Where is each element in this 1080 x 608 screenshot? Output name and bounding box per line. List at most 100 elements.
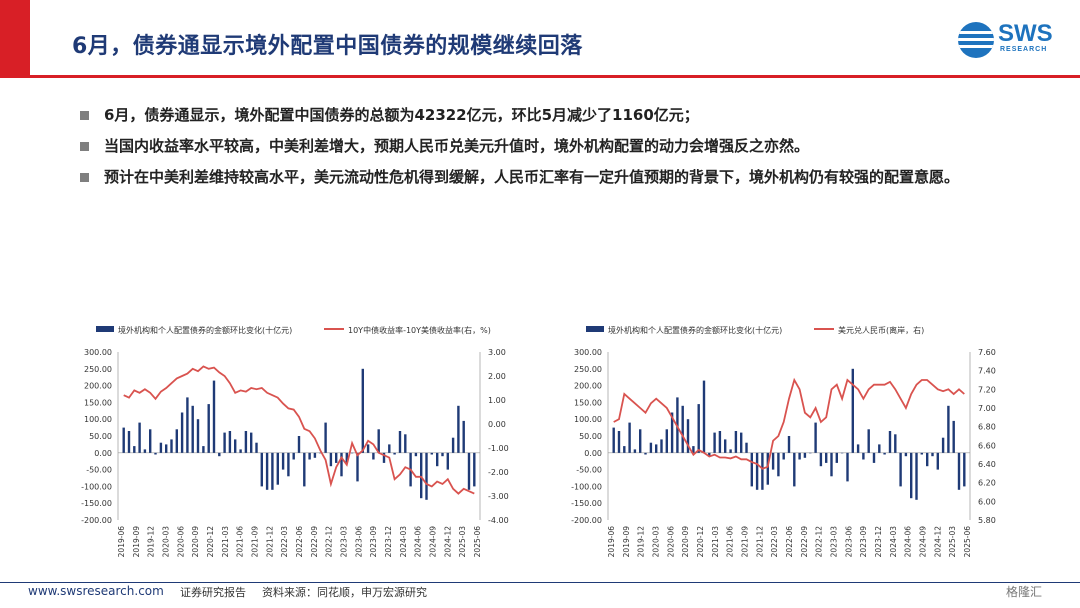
- bar: [308, 452, 311, 460]
- y-tick-label: 250.00: [574, 365, 602, 374]
- bar: [292, 452, 295, 460]
- y2-tick-label: -4.00: [488, 516, 509, 525]
- x-tick-label: 2021-12: [755, 526, 764, 558]
- bar: [228, 431, 232, 453]
- bar: [803, 452, 807, 458]
- bar: [175, 429, 178, 453]
- bar: [612, 427, 615, 453]
- bar: [180, 412, 184, 453]
- bar: [451, 437, 455, 453]
- x-tick-label: 2023-03: [340, 526, 349, 558]
- bar: [297, 436, 301, 453]
- logo-subtext: RESEARCH: [1000, 46, 1048, 53]
- bar: [692, 446, 695, 453]
- bar: [782, 452, 785, 460]
- bar: [388, 444, 391, 453]
- bar: [473, 452, 476, 487]
- bar: [952, 420, 955, 453]
- bar: [920, 452, 923, 455]
- bar: [947, 405, 950, 453]
- bar: [202, 446, 205, 453]
- y-tick-label: 50.00: [579, 432, 602, 441]
- footer-note: 证券研究报告: [180, 586, 246, 599]
- bar: [718, 431, 722, 453]
- y-tick-label: -50.00: [86, 466, 112, 475]
- bar: [825, 452, 828, 463]
- x-tick-label: 2019-06: [117, 526, 126, 558]
- x-tick-label: 2022-09: [800, 526, 809, 558]
- bar: [361, 368, 364, 453]
- y-tick-label: -100.00: [571, 482, 602, 491]
- chart-bond-flow-vs-spread: 境外机构和个人配置债券的金额环比变化(十亿元) 10Y中债收益率-10Y美债收益率…: [81, 325, 509, 558]
- bar: [867, 429, 870, 453]
- x-tick-label: 2025-03: [458, 526, 467, 558]
- x-tick-label: 2020-12: [696, 526, 705, 558]
- y-tick-label: 250.00: [84, 365, 112, 374]
- bar: [159, 442, 163, 453]
- chart-bond-flow-vs-usdcnh: 境外机构和个人配置债券的金额环比变化(十亿元) 美元兑人民币(离岸，右) 300.0…: [571, 325, 996, 558]
- bar: [250, 432, 253, 453]
- bar: [446, 452, 449, 470]
- bar: [856, 444, 860, 453]
- bar: [356, 452, 359, 482]
- bar: [133, 446, 136, 453]
- bar: [255, 442, 258, 453]
- bar: [271, 452, 274, 490]
- bar: [196, 419, 200, 453]
- y-tick-label: 300.00: [84, 348, 112, 357]
- x-tick-label: 2024-06: [904, 526, 913, 558]
- x-tick-label: 2020-09: [191, 526, 200, 558]
- bar: [340, 452, 343, 477]
- x-tick-label: 2022-03: [770, 526, 779, 558]
- bar: [745, 442, 748, 453]
- bar: [127, 431, 131, 453]
- bar: [441, 452, 444, 457]
- legend-line-label: 美元兑人民币(离岸，右): [838, 325, 924, 335]
- bar: [260, 452, 263, 487]
- x-tick-label: 2024-03: [889, 526, 898, 558]
- bullet-item: 当国内收益率水平较高，中美利差增大，预期人民币兑美元升值时，境外机构配置的动力会…: [80, 134, 1040, 158]
- bar: [350, 452, 354, 454]
- bar: [462, 420, 465, 453]
- bullet-square-icon: [80, 142, 89, 151]
- bar: [904, 452, 908, 457]
- bar: [239, 449, 242, 453]
- bar: [894, 434, 897, 453]
- x-tick-label: 2023-06: [844, 526, 853, 558]
- footer-source: 资料来源：同花顺，申万宏源研究: [262, 586, 427, 599]
- y2-tick-label: 6.00: [978, 497, 996, 506]
- y2-tick-label: -2.00: [488, 468, 509, 477]
- y-tick-label: 100.00: [574, 415, 602, 424]
- bar: [382, 452, 386, 463]
- bullet-square-icon: [80, 173, 89, 182]
- bar: [931, 452, 934, 457]
- bar: [883, 452, 886, 455]
- x-tick-label: 2022-06: [295, 526, 304, 558]
- y-tick-label: 300.00: [574, 348, 602, 357]
- x-tick-label: 2019-12: [147, 526, 156, 558]
- bar: [303, 452, 306, 487]
- bar: [154, 452, 157, 455]
- legend-bar-label: 境外机构和个人配置债券的金额环比变化(十亿元): [118, 325, 292, 335]
- series-line: [123, 365, 475, 495]
- x-tick-label: 2025-06: [963, 526, 972, 558]
- bar: [830, 452, 833, 477]
- x-tick-label: 2025-06: [473, 526, 482, 558]
- footer-url-link[interactable]: www.swsresearch.com: [28, 584, 164, 598]
- bar: [936, 452, 939, 470]
- legend-bar-label: 境外机构和个人配置债券的金额环比变化(十亿元): [608, 325, 782, 335]
- bullet-item: 预计在中美利差维持较高水平，美元流动性危机得到缓解，人民币汇率有一定升值预期的背…: [80, 165, 1040, 189]
- bar: [761, 452, 764, 490]
- y2-tick-label: -1.00: [488, 444, 509, 453]
- x-tick-label: 2021-12: [265, 526, 274, 558]
- bar: [633, 449, 637, 453]
- x-tick-label: 2024-09: [429, 526, 438, 558]
- bar: [467, 452, 471, 490]
- title-accent: [0, 0, 30, 78]
- y-tick-label: -150.00: [81, 499, 112, 508]
- legend-bar-swatch: [586, 326, 604, 332]
- x-tick-label: 2021-03: [711, 526, 720, 558]
- y2-tick-label: 6.40: [978, 460, 996, 469]
- x-tick-label: 2022-12: [325, 526, 334, 558]
- x-tick-label: 2023-12: [384, 526, 393, 558]
